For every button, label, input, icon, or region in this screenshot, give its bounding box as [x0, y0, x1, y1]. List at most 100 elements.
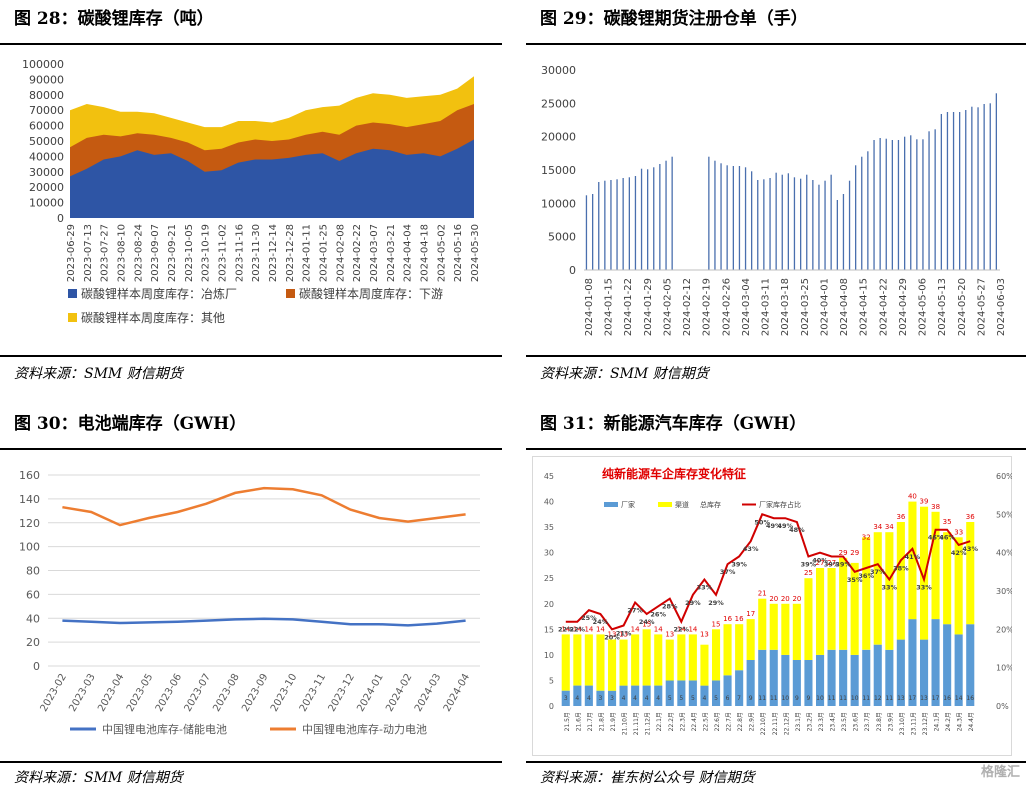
bar — [763, 179, 765, 270]
fig30-chart: 0204060801001201401602023-022023-032023-… — [19, 469, 480, 736]
bar — [585, 195, 588, 270]
bar-channel — [584, 634, 593, 686]
factory-label: 4 — [587, 695, 591, 702]
bar — [708, 156, 710, 270]
fig30-bottom-rule — [0, 761, 502, 763]
bar — [959, 112, 961, 270]
fig30-source: 资料来源：SMM 财信期货 — [14, 770, 183, 786]
total-label: 40 — [908, 493, 917, 501]
x-tick-label: 2024-03-21 — [386, 224, 397, 282]
x-tick-label: 22.6月 — [714, 712, 721, 731]
factory-label: 17 — [909, 695, 917, 702]
factory-label: 11 — [770, 695, 778, 702]
x-tick-label: 2023-08 — [211, 672, 241, 714]
y-tick-label: 100 — [19, 541, 40, 554]
bar-channel — [850, 562, 859, 655]
y-tick-label: 40 — [544, 498, 554, 507]
ratio-label: 25% — [581, 614, 597, 622]
ratio-label: 35% — [847, 576, 863, 584]
x-tick-label: 2023-07-13 — [83, 224, 94, 282]
y-tick-label: 50000 — [29, 135, 64, 148]
x-tick-label: 2024-01-22 — [623, 278, 634, 336]
bar-channel — [688, 634, 697, 681]
fig28-title: 图 28：碳酸锂库存（吨） — [14, 9, 214, 29]
x-tick-label: 21.6月 — [575, 712, 582, 731]
bar-factory — [954, 634, 963, 706]
bar — [842, 194, 845, 270]
bar-channel — [873, 532, 882, 645]
total-label: 33 — [954, 528, 963, 536]
bar-channel — [723, 624, 732, 676]
y-tick-label: 0 — [33, 660, 40, 673]
factory-label: 12 — [874, 695, 882, 702]
ratio-label: 29% — [708, 599, 724, 607]
x-tick-label: 2023-09 — [240, 672, 270, 714]
total-label: 27 — [827, 559, 836, 567]
total-label: 17 — [746, 610, 755, 618]
bar — [744, 167, 747, 270]
y2-tick-label: 60% — [996, 472, 1012, 481]
fig30-title: 图 30：电池端库存（GWH） — [14, 414, 247, 434]
x-tick-label: 22.12月 — [783, 712, 790, 735]
bar — [836, 200, 838, 270]
y-tick-label: 10000 — [29, 197, 64, 210]
y-tick-label: 60000 — [29, 120, 64, 133]
total-label: 36 — [896, 513, 905, 521]
ratio-label: 24% — [593, 618, 609, 626]
x-tick-label: 2023-12 — [327, 672, 357, 714]
bar-factory — [873, 644, 882, 706]
bar-channel — [862, 537, 871, 650]
factory-label: 4 — [633, 695, 637, 702]
x-tick-label: 2024-06-03 — [996, 278, 1007, 336]
y-tick-label: 40 — [26, 612, 40, 625]
bar-factory — [608, 690, 617, 706]
x-tick-label: 2024-04 — [442, 672, 472, 714]
bar-factory — [619, 685, 628, 706]
y-tick-label: 90000 — [29, 73, 64, 86]
ratio-label: 43% — [962, 545, 978, 553]
x-tick-label: 23.12月 — [922, 712, 929, 735]
bar — [640, 168, 643, 270]
total-label: 15 — [642, 620, 651, 628]
y-tick-label: 25000 — [541, 97, 576, 110]
factory-label: 10 — [781, 695, 789, 702]
bar — [977, 107, 979, 270]
ratio-label: 50% — [754, 518, 770, 526]
legend-swatch — [68, 289, 77, 298]
total-label: 36 — [966, 513, 975, 521]
x-tick-label: 2023-08-10 — [117, 224, 128, 282]
fig29-source: 资料来源：SMM 财信期货 — [540, 366, 709, 382]
bar-factory — [758, 649, 767, 706]
bar-factory — [920, 639, 929, 706]
ratio-label: 40% — [812, 557, 828, 565]
factory-label: 3 — [610, 695, 614, 702]
y-tick-label: 0 — [569, 264, 576, 277]
bar — [910, 135, 912, 270]
y-tick-label: 20 — [26, 636, 40, 649]
x-tick-label: 2023-06 — [154, 672, 184, 714]
ratio-label: 39% — [731, 561, 747, 569]
ratio-label: 46% — [939, 534, 955, 542]
bar — [879, 138, 881, 270]
factory-label: 4 — [622, 695, 626, 702]
ratio-label: 33% — [882, 584, 898, 592]
x-tick-label: 2023-11-16 — [234, 224, 245, 282]
ratio-label: 33% — [916, 584, 932, 592]
bar-channel — [654, 634, 663, 686]
line-series-1 — [62, 617, 466, 627]
total-label: 14 — [654, 625, 663, 633]
ratio-label: 20% — [604, 633, 620, 641]
total-label: 14 — [561, 625, 570, 633]
factory-label: 4 — [656, 695, 660, 702]
bar-channel — [804, 578, 813, 660]
total-label: 14 — [573, 625, 582, 633]
y-tick-label: 35 — [544, 523, 554, 532]
total-label: 29 — [850, 549, 859, 557]
y-tick-label: 80 — [26, 565, 40, 578]
fig31-bottom-rule — [526, 761, 1026, 763]
bar — [952, 112, 955, 270]
bar — [965, 110, 967, 270]
bar-channel — [920, 506, 929, 640]
x-tick-label: 2024-01 — [355, 672, 385, 714]
factory-label: 4 — [702, 695, 706, 702]
